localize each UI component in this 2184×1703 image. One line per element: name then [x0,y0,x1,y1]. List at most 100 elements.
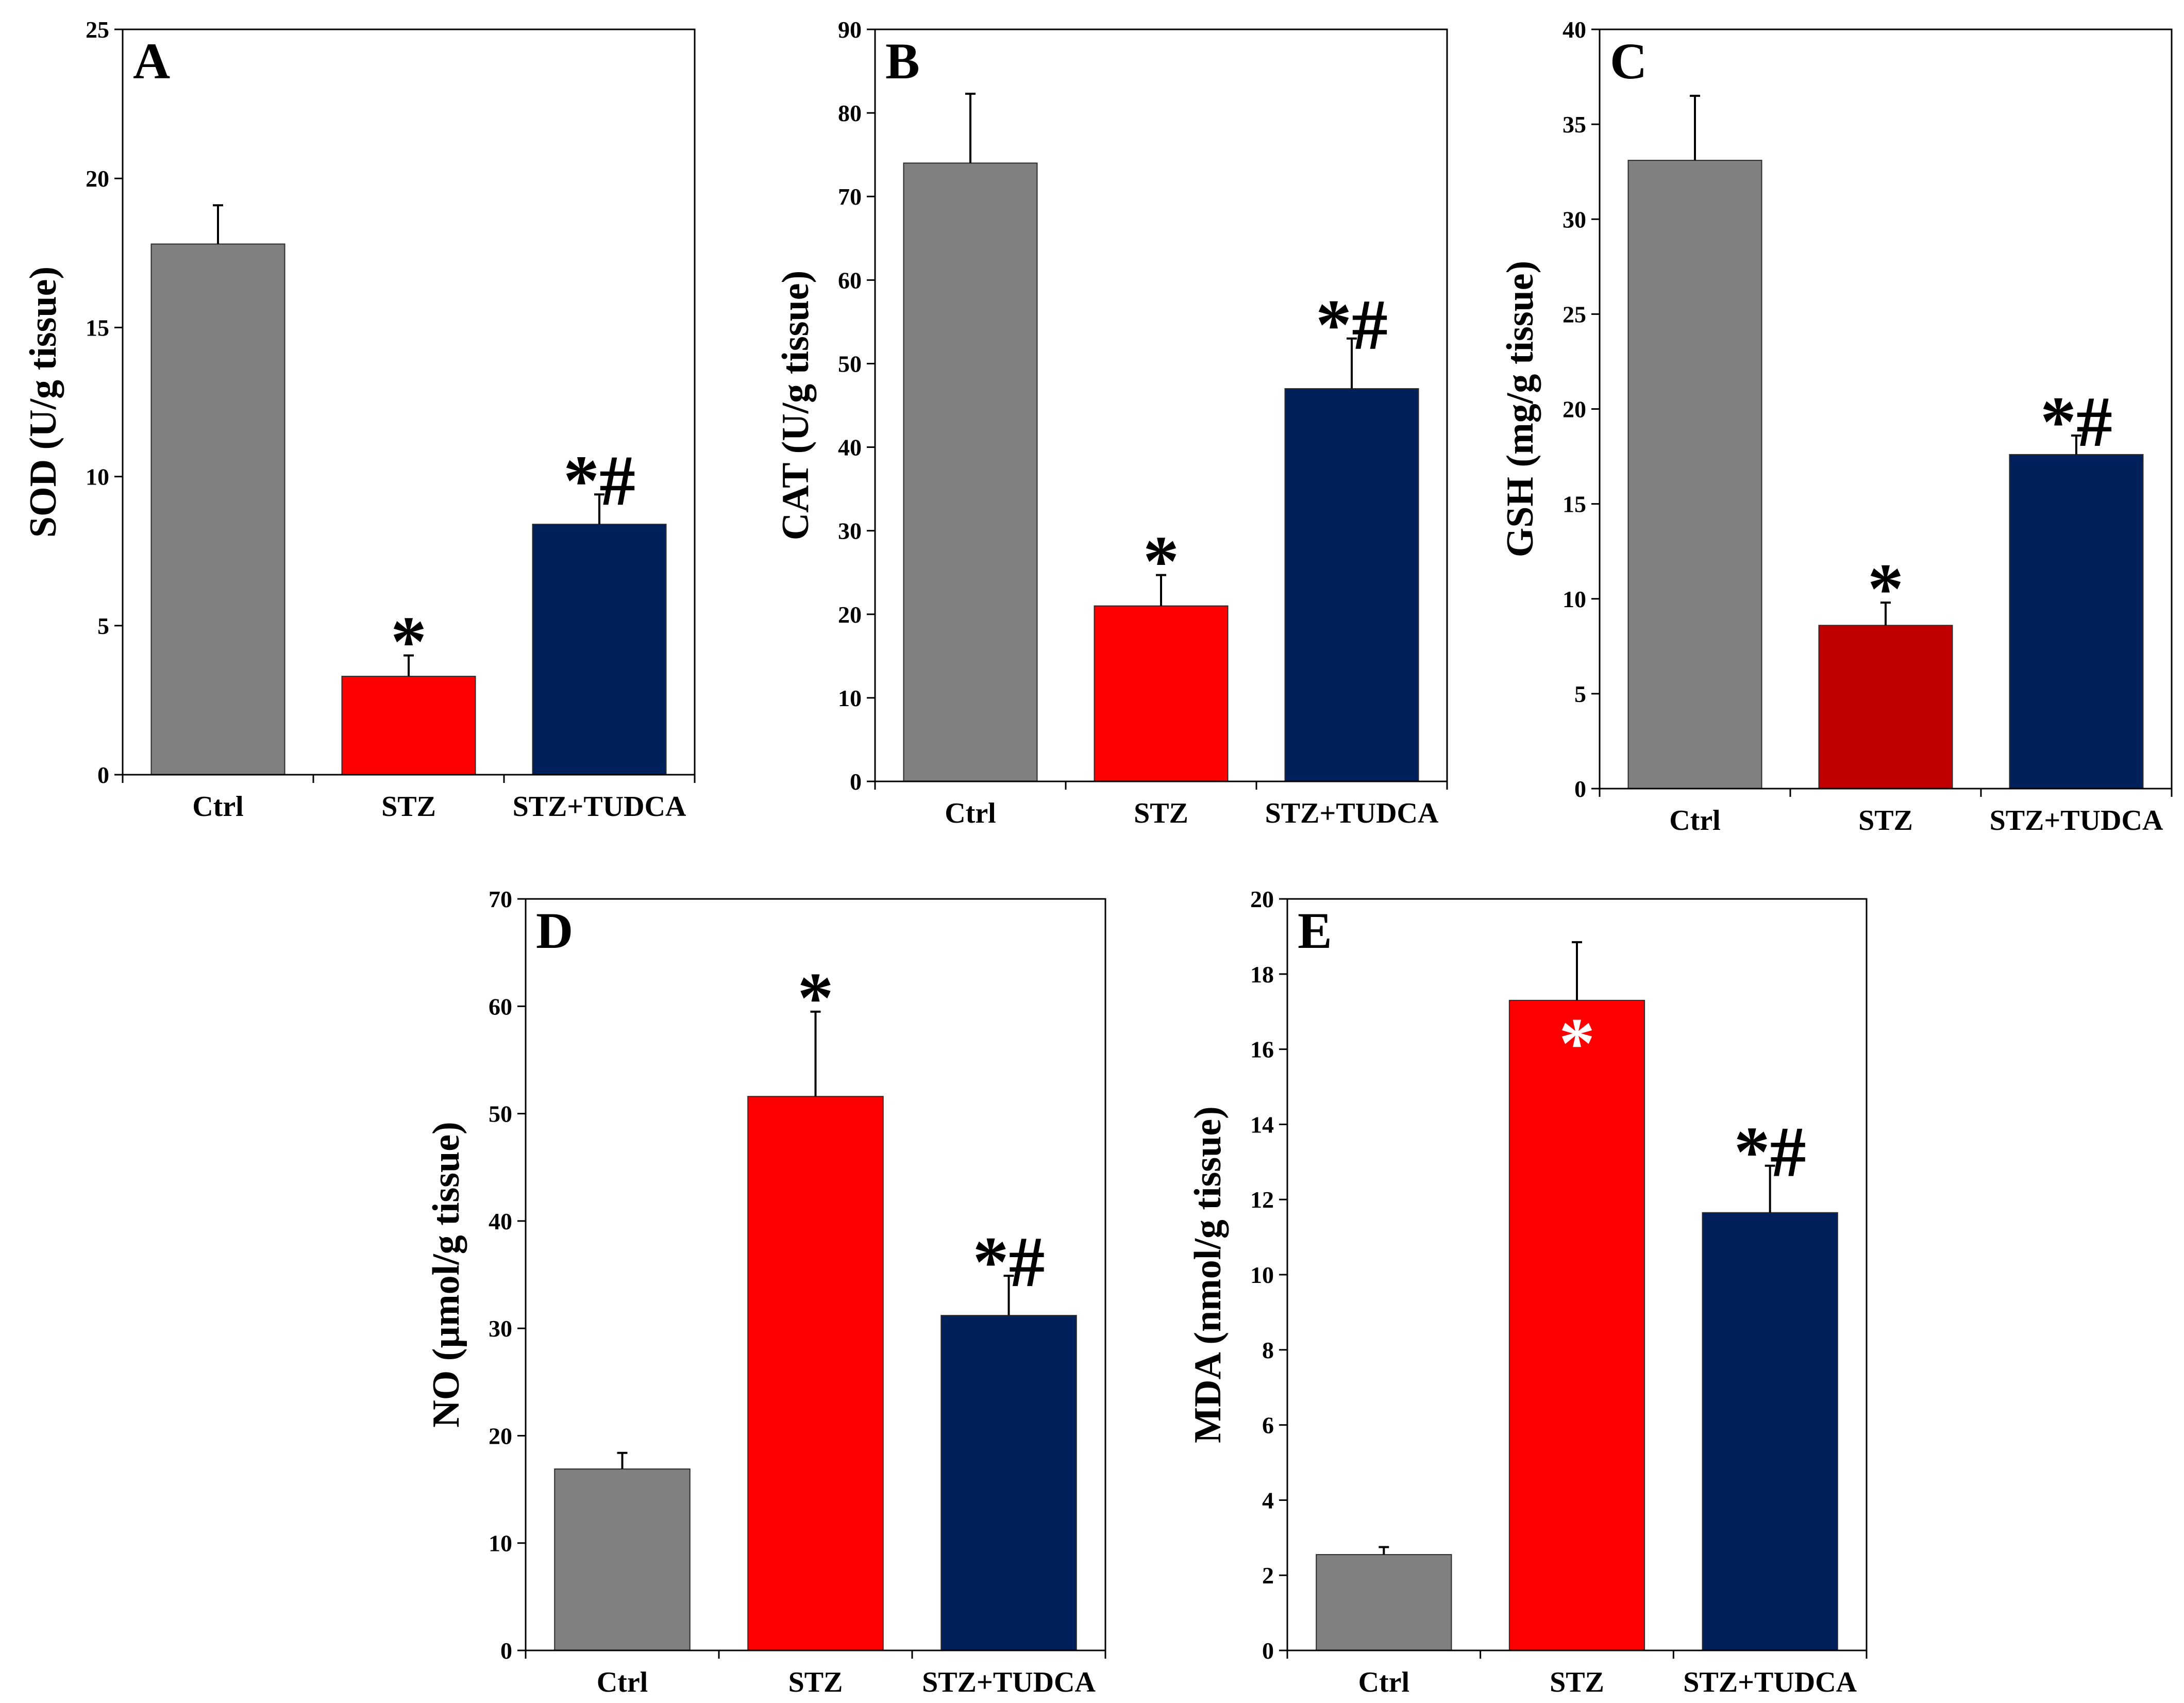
y-tick-label-c-3: 15 [1563,491,1586,517]
significance-label-d-1: * [798,958,834,1038]
significance-label-e-1: * [1559,1004,1595,1083]
chart-panel-c: * *# 0 5 10 15 20 25 30 35 40 Ctrl STZ STZ+TUDCA GSH (… [1499,16,2173,837]
y-tick-label-e-8: 16 [1250,1037,1274,1063]
bar-c-1 [1818,625,1953,790]
y-tick-label-b-7: 70 [838,183,862,210]
x-tick-label-e-1: STZ [1550,1666,1604,1698]
y-axis-title-a: SOD (U/g tissue) [22,266,64,538]
y-tick-label-d-5: 50 [489,1101,512,1127]
chart-panel-a: * *# 0 5 10 15 20 25 Ctrl STZ STZ+TUDCA SOD (U/g ti… [22,16,696,823]
y-tick-label-e-6: 12 [1250,1187,1274,1213]
y-tick-label-a-5: 25 [86,16,109,43]
y-tick-label-b-2: 20 [838,602,862,628]
bar-c-0 [1627,160,1762,789]
x-tick-label-e-2: STZ+TUDCA [1683,1666,1857,1698]
y-tick-label-d-3: 30 [489,1315,512,1342]
x-tick-label-b-2: STZ+TUDCA [1265,797,1439,829]
y-tick-label-a-4: 20 [86,165,109,192]
y-tick-label-e-10: 20 [1250,886,1274,912]
bar-b-2 [1284,388,1419,782]
bar-a-1 [341,676,476,776]
bar-d-2 [940,1315,1077,1651]
bar-b-1 [1094,605,1229,782]
y-tick-label-e-3: 6 [1262,1412,1274,1439]
y-tick-label-e-4: 8 [1262,1337,1274,1363]
bar-a-2 [532,524,667,775]
x-tick-label-a-2: STZ+TUDCA [513,791,686,823]
plot-frame-b [874,28,1448,782]
significance-label-b-2: *# [1316,285,1388,365]
panel-letter-e: E [1298,902,1332,959]
x-tick-label-a-0: Ctrl [192,791,244,823]
y-tick-label-a-1: 5 [97,613,109,639]
panel-letter-a: A [133,32,170,90]
significance-label-c-1: * [1868,549,1904,629]
y-tick-label-c-7: 35 [1563,111,1586,138]
y-tick-label-e-2: 4 [1262,1487,1274,1513]
x-tick-label-c-2: STZ+TUDCA [1990,805,2163,837]
significance-label-a-2: *# [563,441,635,521]
x-tick-label-d-1: STZ [788,1666,843,1698]
y-tick-label-b-5: 50 [838,350,862,377]
y-tick-label-d-0: 0 [500,1638,512,1664]
x-tick-label-e-0: Ctrl [1358,1666,1410,1698]
significance-label-a-1: * [391,602,427,682]
y-tick-label-d-1: 10 [489,1530,512,1557]
y-tick-label-e-9: 18 [1250,961,1274,988]
y-tick-label-d-7: 70 [489,886,512,912]
bar-e-1 [1508,999,1645,1651]
y-tick-label-c-6: 30 [1563,206,1586,232]
y-tick-label-b-1: 10 [838,685,862,711]
panel-letter-b: B [885,32,920,90]
y-axis-title-c: GSH (mg/g tissue) [1499,261,1541,558]
x-tick-label-b-0: Ctrl [945,797,996,829]
significance-label-d-2: *# [973,1222,1045,1302]
y-tick-label-a-3: 15 [86,314,109,341]
significance-label-c-2: *# [2040,382,2112,462]
chart-panel-b: * *# 0 10 20 30 40 50 60 70 80 90 Ctrl STZ STZ+TUDCA CA… [775,16,1448,829]
y-tick-label-e-5: 10 [1250,1262,1274,1288]
y-tick-label-c-0: 0 [1574,776,1586,802]
y-tick-label-c-5: 25 [1563,301,1586,327]
y-tick-label-c-1: 5 [1574,681,1586,707]
x-tick-label-c-0: Ctrl [1669,805,1721,837]
y-tick-label-d-6: 60 [489,993,512,1020]
bar-e-2 [1702,1212,1838,1651]
y-tick-label-b-8: 80 [838,100,862,126]
bar-d-0 [554,1468,691,1651]
y-tick-label-d-2: 20 [489,1423,512,1449]
plot-frame-d [525,898,1106,1651]
chart-panel-d: * *# 0 10 20 30 40 50 60 70 Ctrl STZ STZ+TUDCA NO (µm… [425,886,1106,1698]
y-axis-title-e: MDA (nmol/g tissue) [1187,1106,1229,1443]
bar-e-0 [1316,1554,1452,1651]
y-tick-label-b-6: 60 [838,267,862,293]
y-tick-label-c-2: 10 [1563,586,1586,612]
chart-panel-e: * *# 0 2 4 6 8 10 12 14 16 18 20 Ctrl STZ STZ+TUDCA MDA … [1187,886,1868,1698]
y-tick-label-b-0: 0 [850,769,862,795]
bar-b-0 [903,162,1038,782]
panel-letter-c: C [1610,32,1647,90]
bar-d-1 [747,1096,884,1651]
y-axis-title-b: CAT (U/g tissue) [775,271,817,541]
y-tick-label-b-3: 30 [838,518,862,544]
y-tick-label-b-9: 90 [838,16,862,43]
significance-label-b-1: * [1143,522,1179,602]
y-tick-label-c-8: 40 [1563,16,1586,43]
x-tick-label-a-1: STZ [381,791,436,823]
y-tick-label-c-4: 20 [1563,396,1586,423]
x-tick-label-d-2: STZ+TUDCA [922,1666,1096,1698]
y-tick-label-e-1: 2 [1262,1562,1274,1589]
y-tick-label-e-0: 0 [1262,1638,1274,1664]
y-tick-label-b-4: 40 [838,435,862,461]
x-tick-label-d-0: Ctrl [597,1666,648,1698]
x-tick-label-c-1: STZ [1858,805,1913,837]
x-tick-label-b-1: STZ [1134,797,1188,829]
y-tick-label-e-7: 14 [1250,1111,1274,1138]
y-tick-label-a-0: 0 [97,762,109,788]
panel-letter-d: D [536,902,573,959]
bar-a-0 [150,243,285,775]
plot-frame-a [122,28,696,776]
significance-label-e-2: *# [1734,1112,1806,1192]
bar-c-2 [2009,454,2144,789]
